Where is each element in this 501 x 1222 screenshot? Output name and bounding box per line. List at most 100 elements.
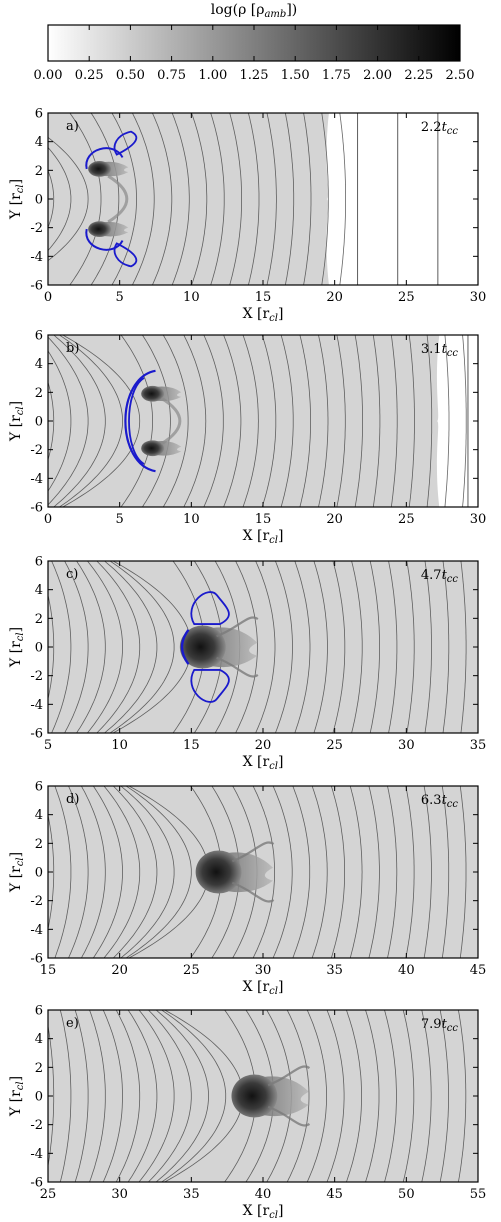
panel-letter: e) <box>66 1016 79 1031</box>
x-tick-label: 55 <box>470 1187 487 1202</box>
x-tick-label: 5 <box>44 738 52 753</box>
x-tick-label: 10 <box>111 738 128 753</box>
y-tick-label: -6 <box>30 952 43 967</box>
y-axis-label: Y [rcl] <box>8 1076 26 1117</box>
x-tick-label: 15 <box>255 512 272 527</box>
x-tick-label: 30 <box>470 512 487 527</box>
cloud <box>179 616 259 678</box>
field-line <box>351 561 363 733</box>
y-tick-label: 2 <box>35 612 43 627</box>
tracer-contour <box>190 591 230 625</box>
x-tick-label: 0 <box>44 512 52 527</box>
field-line <box>275 561 293 733</box>
field-line <box>390 335 398 507</box>
x-tick-label: 30 <box>398 738 415 753</box>
x-tick-label: 25 <box>326 738 343 753</box>
density-background <box>48 561 478 733</box>
field-line <box>423 786 432 958</box>
x-tick-label: 25 <box>398 512 415 527</box>
x-tick-label: 5 <box>116 290 124 305</box>
field-line <box>311 786 328 958</box>
y-tick-label: -2 <box>30 1118 43 1133</box>
field-line <box>48 593 55 701</box>
panel-letter: b) <box>66 341 79 356</box>
panel-b: 0 5 10 15 20 25 30 X [rcl] -6 -4 -2 0 2 4 6 Y [rcl] b) 3.… <box>8 329 487 547</box>
x-tick-label: 25 <box>40 1187 57 1202</box>
field-line <box>120 335 154 507</box>
field-line <box>0 1010 2 1182</box>
x-tick-label: 15 <box>255 290 272 305</box>
field-line <box>408 335 415 507</box>
x-axis: 5 10 15 20 25 30 35 X [rcl] <box>44 561 486 772</box>
field-line <box>280 335 294 507</box>
y-tick-label: -4 <box>30 472 43 487</box>
cloud-core <box>231 1074 278 1118</box>
field-line <box>171 113 190 285</box>
time-label: 3.1tcc <box>421 342 459 359</box>
field-line <box>183 335 207 507</box>
field-line <box>161 1010 227 1182</box>
x-tick-label: 25 <box>183 963 200 978</box>
field-line <box>62 335 141 507</box>
y-axis-label: Y [rcl] <box>8 627 26 668</box>
cloud <box>141 385 182 457</box>
field-line <box>162 335 189 507</box>
x-axis-label: X [rcl] <box>243 306 284 324</box>
field-line <box>127 1010 158 1182</box>
colorbar-tick-label: 2.25 <box>404 68 433 83</box>
x-tick-label: 20 <box>326 512 343 527</box>
y-tick-label: 2 <box>35 386 43 401</box>
field-line <box>441 786 450 958</box>
tracer-contours <box>85 130 138 268</box>
field-line <box>439 1010 449 1182</box>
field-line <box>90 113 120 285</box>
field-line <box>387 786 398 958</box>
y-tick-label: 0 <box>35 641 43 656</box>
cloud-filament <box>216 656 259 678</box>
field-line <box>354 335 363 507</box>
y-tick-label: -6 <box>30 501 43 516</box>
y-tick-label: 0 <box>35 866 43 881</box>
field-line <box>255 561 276 733</box>
colorbar-tick-label: 1.75 <box>322 68 351 83</box>
field-line <box>349 786 363 958</box>
x-tick-label: 45 <box>326 1187 343 1202</box>
colorbar-tick-label: 2.50 <box>446 68 475 83</box>
field-line <box>223 335 242 507</box>
cloud-core <box>88 221 112 237</box>
y-tick-label: 2 <box>35 837 43 852</box>
x-axis-label: X [rcl] <box>243 754 284 772</box>
field-line <box>235 561 258 733</box>
y-tick-label: 4 <box>35 583 43 598</box>
plot-area <box>48 335 478 507</box>
field-line <box>104 561 158 733</box>
y-tick-label: -4 <box>30 1147 43 1162</box>
field-line <box>0 786 2 958</box>
field-line <box>442 561 450 733</box>
field-line <box>59 1010 72 1182</box>
field-line <box>369 561 380 733</box>
colorbar-tick-label: 1.00 <box>198 68 227 83</box>
tracer-contour <box>113 130 138 156</box>
cloud-filament <box>231 881 275 903</box>
field-line <box>336 335 346 507</box>
plot-area <box>0 1010 478 1182</box>
tracer-contour <box>190 669 230 703</box>
field-line <box>272 786 293 958</box>
field-line <box>459 786 467 958</box>
tracer-contour <box>180 629 190 665</box>
y-tick-label: 4 <box>35 1032 43 1047</box>
cloud-bridge <box>160 396 182 446</box>
cloud-core <box>195 850 242 894</box>
field-line <box>326 1010 345 1182</box>
panel-letter: a) <box>66 119 79 134</box>
field-line <box>142 335 171 507</box>
field-line <box>48 136 89 262</box>
plot-area <box>48 561 478 733</box>
field-line <box>120 786 175 958</box>
field-line <box>125 786 192 958</box>
density-background <box>48 335 478 507</box>
colorbar-gradient <box>47 24 461 62</box>
